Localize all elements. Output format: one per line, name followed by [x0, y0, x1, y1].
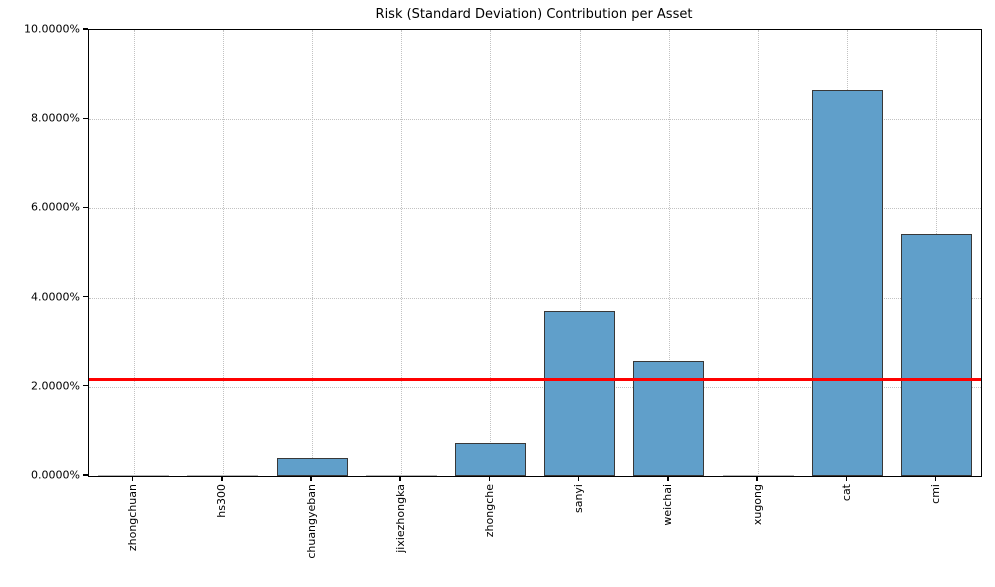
x-tick-label: cat — [840, 484, 857, 501]
x-tick-label: xugong — [751, 484, 792, 525]
y-tick-label: 0.0000% — [31, 468, 80, 482]
horizontal-gridline — [89, 119, 981, 121]
x-tick-mark — [221, 476, 223, 481]
horizontal-gridline — [89, 297, 981, 299]
y-tick-label: 10.0000% — [24, 22, 80, 36]
x-tick-label-text: zhongche — [482, 484, 496, 538]
x-tick-label-text: hs300 — [215, 484, 229, 518]
y-tick-mark — [83, 474, 88, 476]
x-tick-label: weichai — [661, 484, 703, 526]
x-tick-label-text: sanyi — [572, 484, 586, 514]
bar — [365, 474, 437, 476]
y-tick-label: 4.0000% — [31, 290, 80, 304]
x-tick-label: zhongchuan — [126, 484, 193, 551]
x-tick-label: jixiezhongka — [394, 484, 463, 553]
y-tick-label: 8.0000% — [31, 111, 80, 125]
x-tick-mark — [845, 476, 847, 481]
y-tick-mark — [83, 206, 88, 208]
vertical-gridline — [668, 30, 670, 476]
y-tick-mark — [83, 117, 88, 119]
x-tick-label-text: chuangyeban — [304, 484, 318, 559]
vertical-gridline — [490, 30, 492, 476]
bar — [187, 474, 259, 476]
x-tick-label-text: zhongchuan — [126, 484, 140, 552]
vertical-gridline — [401, 30, 403, 476]
y-tick-label: 6.0000% — [31, 200, 80, 214]
bar — [722, 474, 794, 476]
mean-reference-line — [89, 378, 981, 381]
y-tick-label: 2.0000% — [31, 379, 80, 393]
x-tick-mark — [131, 476, 134, 481]
vertical-gridline — [222, 30, 224, 476]
x-tick-label: zhongche — [483, 484, 536, 537]
x-tick-mark — [667, 476, 669, 481]
x-tick-label: cmi — [929, 484, 949, 504]
x-tick-mark — [488, 476, 491, 481]
bar — [811, 89, 883, 476]
x-tick-label-text: jixiezhongka — [393, 484, 407, 553]
y-tick-mark — [83, 28, 88, 30]
x-tick-mark — [310, 476, 312, 481]
bar — [454, 442, 526, 476]
bar — [544, 311, 616, 476]
x-tick-label-text: weichai — [661, 484, 675, 526]
bar — [633, 361, 705, 476]
vertical-gridline — [579, 30, 581, 476]
vertical-gridline — [133, 30, 135, 476]
vertical-gridline — [312, 30, 313, 476]
horizontal-gridline — [89, 208, 981, 210]
x-tick-mark — [577, 476, 580, 481]
x-tick-mark — [399, 476, 401, 481]
x-tick-label: hs300 — [215, 484, 249, 518]
bar — [98, 474, 170, 476]
y-tick-mark — [83, 296, 88, 298]
bar — [276, 457, 348, 476]
bar — [900, 233, 972, 476]
x-tick-label-text: cat — [839, 484, 853, 502]
vertical-gridline — [758, 30, 759, 476]
plot-area — [88, 29, 982, 477]
x-tick-label-text: xugong — [750, 484, 764, 526]
x-tick-label: sanyi — [572, 484, 601, 513]
x-tick-mark — [934, 476, 937, 481]
y-tick-mark — [83, 385, 88, 387]
x-tick-label-text: cmi — [928, 484, 942, 504]
x-tick-label: chuangyeban — [305, 484, 380, 559]
x-tick-mark — [756, 476, 758, 481]
horizontal-gridline — [89, 386, 981, 388]
chart-title: Risk (Standard Deviation) Contribution p… — [375, 7, 693, 22]
